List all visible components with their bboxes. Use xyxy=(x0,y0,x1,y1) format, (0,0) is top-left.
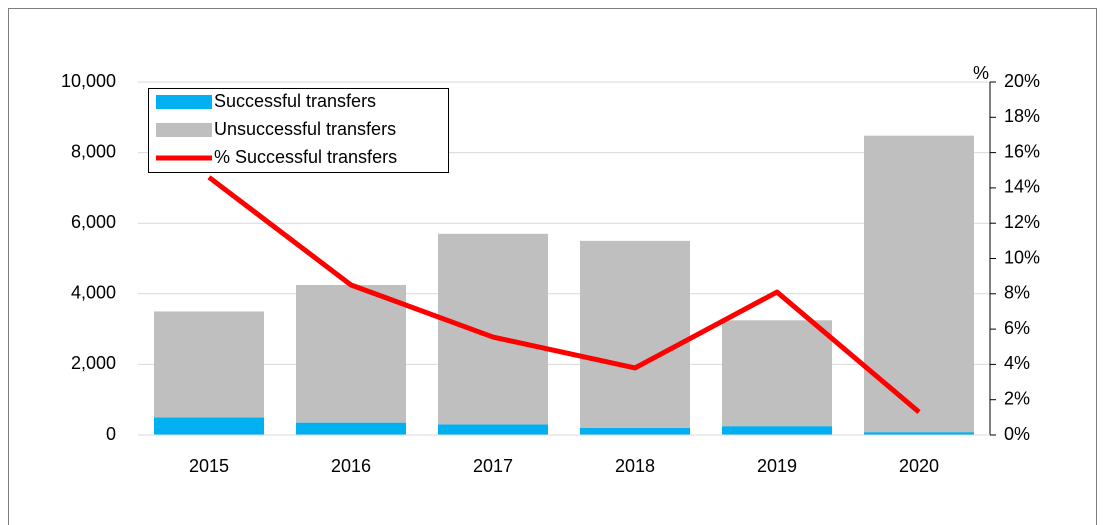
legend-swatch xyxy=(156,123,212,137)
y-tick-label: 4,000 xyxy=(71,283,116,303)
y2-tick-label: 10% xyxy=(1004,247,1040,267)
bar xyxy=(722,320,832,427)
y2-tick-label: 0% xyxy=(1004,424,1030,444)
x-tick-label: 2018 xyxy=(615,456,655,476)
bar xyxy=(722,426,832,435)
y-tick-label: 10,000 xyxy=(61,71,116,91)
y2-tick-label: 8% xyxy=(1004,283,1030,303)
y-tick-label: 0 xyxy=(106,424,116,444)
chart-border xyxy=(8,8,1097,525)
y2-tick-label: 12% xyxy=(1004,212,1040,232)
y2-tick-label: 6% xyxy=(1004,318,1030,338)
bar xyxy=(438,424,548,435)
bar xyxy=(864,432,974,435)
bar xyxy=(864,135,974,433)
y-tick-label: 6,000 xyxy=(71,212,116,232)
y2-tick-label: 16% xyxy=(1004,141,1040,161)
y2-axis-label: % xyxy=(973,63,989,83)
bar xyxy=(154,311,264,418)
legend-label: Successful transfers xyxy=(214,91,376,111)
y2-tick-label: 2% xyxy=(1004,388,1030,408)
y2-tick-label: 14% xyxy=(1004,177,1040,197)
y2-tick-label: 20% xyxy=(1004,71,1040,91)
x-tick-label: 2015 xyxy=(189,456,229,476)
bar xyxy=(438,233,548,425)
bar xyxy=(296,284,406,423)
y2-tick-label: 4% xyxy=(1004,353,1030,373)
x-tick-label: 2020 xyxy=(899,456,939,476)
y-tick-label: 2,000 xyxy=(71,353,116,373)
bar xyxy=(580,240,690,428)
legend-label: % Successful transfers xyxy=(214,147,397,167)
bar xyxy=(296,422,406,435)
line-series xyxy=(207,175,921,414)
x-tick-label: 2017 xyxy=(473,456,513,476)
x-tick-label: 2016 xyxy=(331,456,371,476)
legend-swatch xyxy=(156,95,212,109)
bar xyxy=(154,417,264,435)
legend-label: Unsuccessful transfers xyxy=(214,119,396,139)
x-tick-label: 2019 xyxy=(757,456,797,476)
y-tick-label: 8,000 xyxy=(71,141,116,161)
bar xyxy=(580,427,690,435)
y2-tick-label: 18% xyxy=(1004,106,1040,126)
